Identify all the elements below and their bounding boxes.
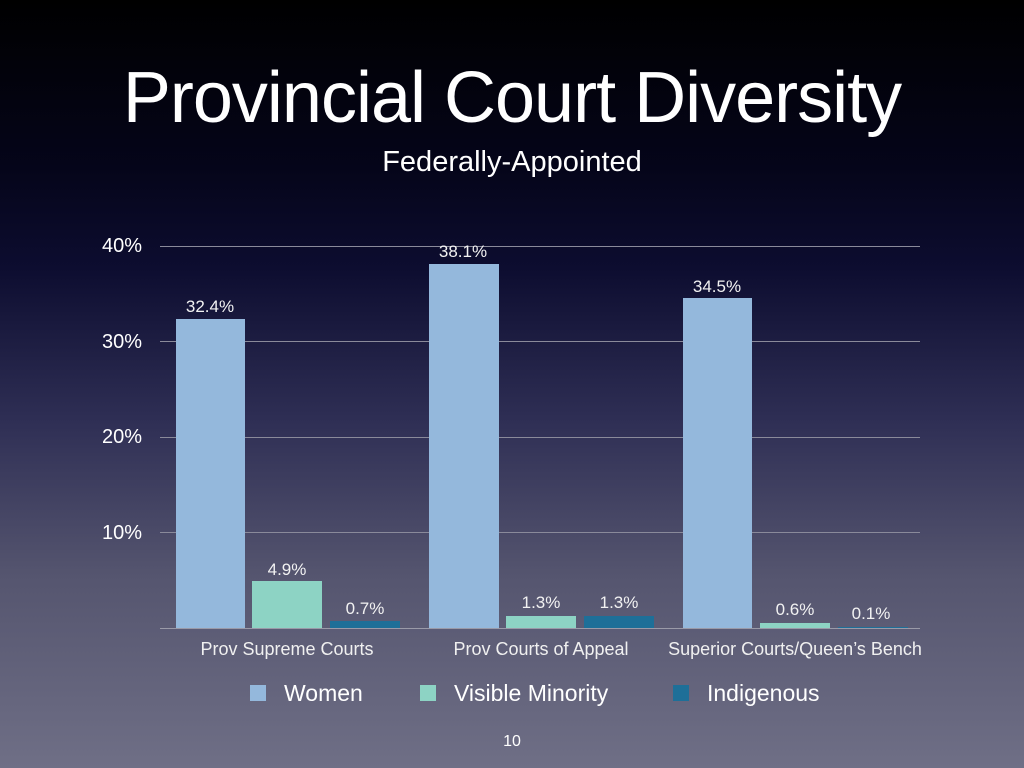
legend-swatch-indigenous-icon	[673, 685, 689, 701]
value-label: 0.7%	[345, 599, 385, 618]
gridline-20	[160, 437, 920, 438]
value-label: 1.3%	[599, 593, 639, 612]
bar-ind-prov-supreme	[330, 621, 400, 628]
legend-label: Visible Minority	[454, 680, 609, 706]
bar-vm-prov-supreme	[252, 581, 322, 628]
bar-ind-superior	[838, 627, 908, 628]
y-tick-30: 30%	[101, 331, 142, 353]
slide-title: Provincial Court Diversity	[122, 58, 902, 138]
legend-item-visible-minority: Visible Minority	[420, 680, 608, 706]
value-label: 0.1%	[851, 604, 891, 623]
legend-label: Women	[284, 680, 363, 706]
legend-label: Indigenous	[707, 680, 820, 706]
slide-subtitle: Federally-Appointed	[382, 146, 642, 178]
page-number: 10	[503, 733, 521, 750]
x-category-superior: Superior Courts/Queen’s Bench	[668, 639, 922, 659]
bar-vm-superior	[760, 623, 830, 628]
y-tick-40: 40%	[101, 235, 142, 257]
legend-swatch-women-icon	[250, 685, 266, 701]
value-label: 32.4%	[185, 297, 235, 316]
gridline-30	[160, 341, 920, 342]
value-label: 38.1%	[438, 242, 488, 261]
value-label: 1.3%	[521, 593, 561, 612]
gridline-40	[160, 246, 920, 247]
bar-vm-prov-appeal	[506, 616, 576, 628]
bar-women-prov-appeal	[429, 264, 499, 628]
x-axis-baseline	[160, 628, 920, 629]
value-label: 34.5%	[692, 277, 742, 296]
x-category-prov-supreme: Prov Supreme Courts	[200, 639, 374, 659]
legend-swatch-visible-minority-icon	[420, 685, 436, 701]
bar-ind-prov-appeal	[584, 616, 654, 628]
legend-item-women: Women	[250, 680, 363, 706]
value-label: 4.9%	[267, 560, 307, 579]
y-tick-10: 10%	[101, 522, 142, 544]
x-category-prov-appeal: Prov Courts of Appeal	[453, 639, 629, 659]
bar-women-superior	[683, 298, 752, 628]
value-label: 0.6%	[775, 600, 815, 619]
gridline-10	[160, 532, 920, 533]
chart-legend: Women Visible Minority Indigenous	[0, 680, 1024, 706]
y-tick-20: 20%	[101, 426, 142, 448]
bar-women-prov-supreme	[176, 319, 245, 628]
legend-item-indigenous: Indigenous	[673, 680, 820, 706]
